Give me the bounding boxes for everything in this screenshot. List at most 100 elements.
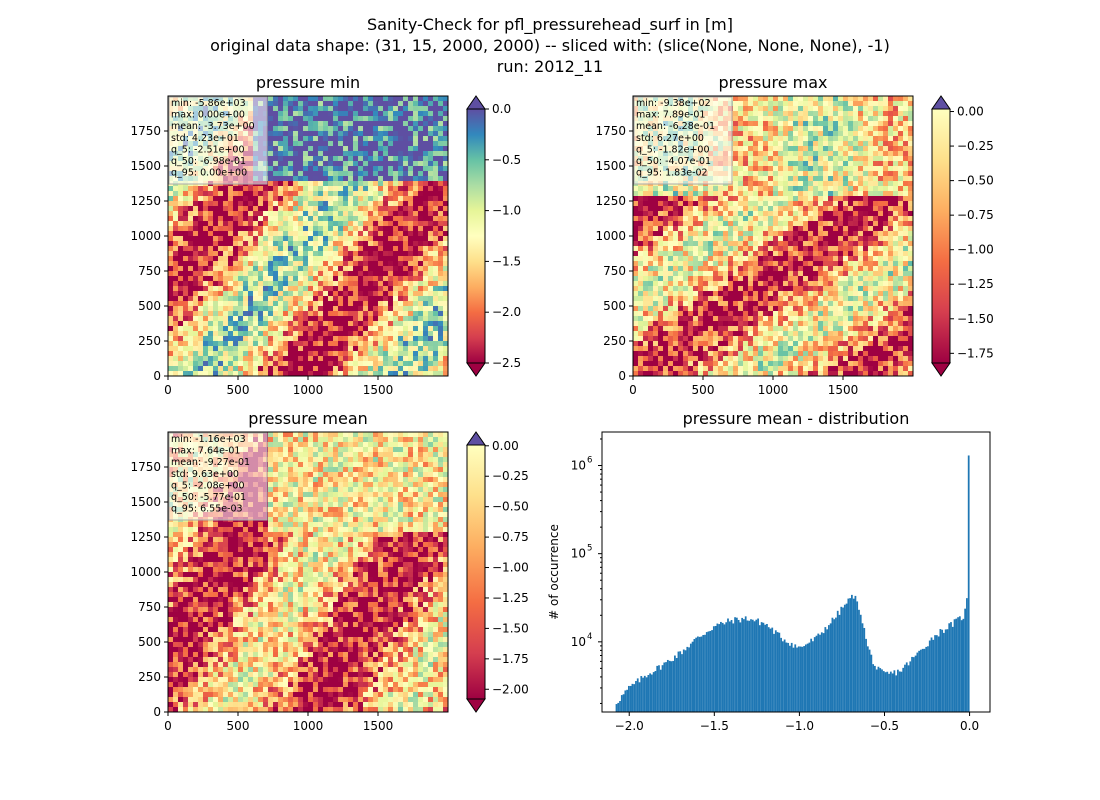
histogram-bar <box>698 636 701 712</box>
y-tick-label: 1250 <box>595 194 626 208</box>
histogram-bar <box>753 621 756 712</box>
y-tick-label: 1250 <box>130 194 161 208</box>
stats-line: q_50: -6.98e-01 <box>171 156 246 167</box>
x-tick-label: 500 <box>227 383 250 397</box>
histogram-bar <box>730 620 733 712</box>
histogram-bar <box>923 648 926 712</box>
histogram-bar <box>911 656 913 712</box>
histogram-bar <box>617 702 620 712</box>
stats-line: mean: -9.27e-01 <box>171 457 250 468</box>
heatmap-pressure-min: pressure min 0 500 1000 1500 0 250 500 750 1000 12… <box>130 73 521 397</box>
histogram-bar <box>833 619 836 712</box>
histogram-bar <box>643 675 646 712</box>
histogram-bar <box>769 628 772 712</box>
colorbar-tick-label: −2.00 <box>492 682 529 696</box>
histogram-bar <box>746 620 749 712</box>
histogram-bar <box>679 651 682 712</box>
stats-line: min: -9.38e+02 <box>636 98 711 109</box>
colorbar <box>466 108 486 364</box>
colorbar-extend-bottom <box>466 362 486 377</box>
histogram-bar <box>633 684 636 712</box>
histogram-bar <box>781 641 784 712</box>
histogram-bar <box>840 606 843 712</box>
y-tick-label: 10 <box>571 459 586 473</box>
x-tick-label: 0 <box>164 383 172 397</box>
histogram-bar <box>854 595 857 712</box>
stats-line: max: 0.00e+00 <box>171 110 245 121</box>
y-tick-exponent: 4 <box>587 632 592 642</box>
histogram-bar <box>651 674 653 712</box>
x-tick-label: 1000 <box>758 383 789 397</box>
histogram-bar <box>957 617 959 712</box>
y-tick-label: 0 <box>153 369 161 383</box>
histogram-bar <box>820 632 823 712</box>
stats-box <box>168 96 268 185</box>
histogram-bar <box>824 627 827 712</box>
colorbar-tick-label: −0.25 <box>957 139 994 153</box>
histogram-bar <box>774 630 777 712</box>
histogram-bar <box>916 652 919 712</box>
stats-line: q_95: 6.55e-03 <box>171 504 243 515</box>
histogram-bar <box>704 634 706 712</box>
histogram-bar <box>695 637 698 712</box>
colorbar-tick-label: −2.0 <box>492 305 521 319</box>
histogram-bar <box>796 647 798 712</box>
histogram-bar <box>732 623 735 712</box>
stats-line: std: 6.27e+00 <box>636 133 704 144</box>
colorbar-tick-label: −1.5 <box>492 254 521 268</box>
histogram-bar <box>950 622 952 712</box>
histogram-bar <box>875 669 878 712</box>
x-tick-label: 1500 <box>363 719 394 733</box>
y-tick-label: 10 <box>571 635 586 649</box>
y-tick-label: 1750 <box>130 124 161 138</box>
stats-line: min: -1.16e+03 <box>171 434 246 445</box>
x-tick-label: 1000 <box>293 383 324 397</box>
histogram-bar <box>900 671 903 712</box>
colorbar-tick-label: −1.25 <box>492 591 529 605</box>
histogram-bar <box>930 637 933 712</box>
histogram-bar <box>806 643 809 712</box>
colorbar-extend-bottom <box>931 362 951 377</box>
histogram-bar <box>912 657 915 712</box>
histogram-bar <box>891 673 894 712</box>
y-tick-label: 0 <box>618 369 626 383</box>
stats-box <box>168 432 268 521</box>
histogram-bar <box>743 619 745 712</box>
histogram-bar <box>918 650 921 712</box>
histogram-bar <box>937 636 940 712</box>
histogram-bar <box>886 671 889 712</box>
colorbar-tick-label: −1.75 <box>957 346 994 360</box>
histogram-bar <box>693 639 696 712</box>
histogram-bar <box>681 654 683 712</box>
stats-line: max: 7.64e-01 <box>171 446 240 457</box>
histogram-bar <box>723 624 726 712</box>
histogram-bar <box>881 669 883 712</box>
stats-line: mean: -6.28e-01 <box>636 121 715 132</box>
histogram-bar <box>943 632 945 712</box>
histogram-bar <box>822 633 825 712</box>
histogram-bar <box>764 624 767 712</box>
colorbar-tick-label: −1.0 <box>492 204 521 218</box>
stats-line: q_5: -1.82e+00 <box>636 144 710 155</box>
histogram-bar <box>783 639 786 712</box>
histogram-bar <box>872 664 875 712</box>
histogram-bar <box>758 625 761 712</box>
histogram-bar <box>766 623 768 712</box>
stats-line: q_95: 0.00e+00 <box>171 168 247 179</box>
histogram-bar <box>909 661 912 712</box>
colorbar <box>466 444 486 700</box>
stats-line: q_5: -2.08e+00 <box>171 480 245 491</box>
figure-title-line-1: Sanity-Check for pfl_pressurehead_surf i… <box>367 15 733 35</box>
histogram-bar <box>727 618 729 712</box>
histogram-bar <box>801 646 804 712</box>
histogram-bar <box>647 675 650 712</box>
histogram-bar <box>691 641 694 712</box>
histogram-bar <box>665 662 667 712</box>
x-tick-label: 500 <box>227 719 250 733</box>
histogram-bar <box>925 646 928 712</box>
histogram-bar <box>640 676 643 712</box>
histogram-bar <box>635 681 637 712</box>
histogram-bar <box>904 664 906 712</box>
histogram-bar <box>716 623 719 712</box>
histogram-bar <box>934 635 936 712</box>
